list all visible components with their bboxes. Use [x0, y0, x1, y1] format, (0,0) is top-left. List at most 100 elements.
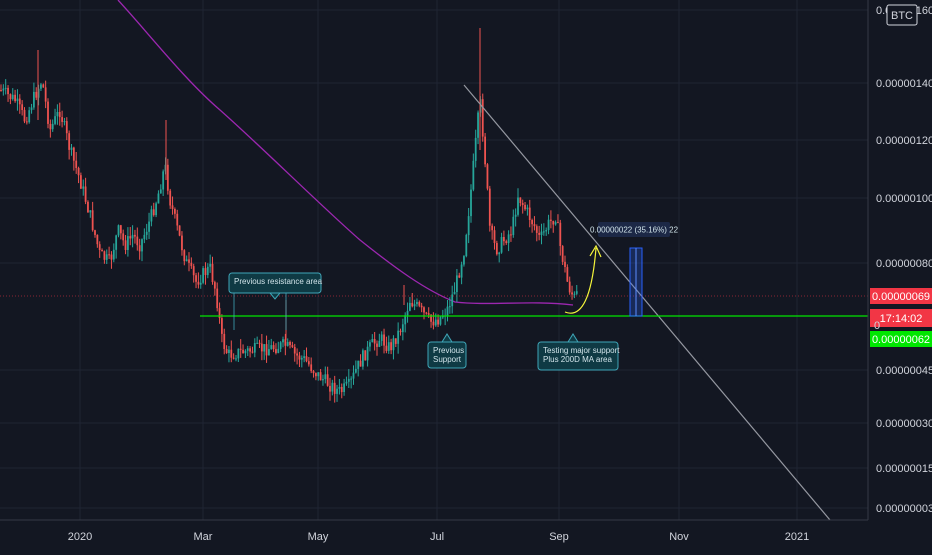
candle-body — [199, 282, 202, 285]
candle-body — [30, 107, 33, 111]
candle-body — [141, 239, 143, 252]
candle-body — [336, 388, 338, 394]
x-tick-label: May — [308, 531, 329, 543]
candle-body — [188, 259, 190, 263]
current-price-badge[interactable]: 0.00000069 — [870, 288, 932, 304]
candle-body — [277, 348, 280, 354]
candle-body — [185, 259, 188, 262]
candle-body — [105, 254, 108, 260]
candle-body — [98, 244, 101, 250]
x-axis-panel[interactable] — [0, 520, 932, 550]
candle-body — [256, 342, 259, 344]
candle-body — [101, 250, 103, 252]
candle-body — [493, 230, 496, 243]
candle-body — [378, 340, 381, 347]
candle-body — [54, 116, 56, 124]
candle-body — [91, 210, 94, 231]
candle-body — [413, 304, 416, 307]
candle-body — [404, 315, 407, 325]
candle-body — [446, 306, 449, 316]
candle-body — [251, 351, 254, 353]
candle-body — [538, 232, 541, 235]
candle-body — [176, 213, 179, 226]
candle-body — [136, 236, 139, 246]
candle-body — [202, 268, 204, 283]
current-price-badge-box — [870, 288, 932, 304]
candle-body — [343, 383, 345, 392]
candle-body — [322, 379, 324, 381]
candle-body — [434, 319, 437, 326]
candle-body — [253, 343, 256, 353]
candle-body — [129, 236, 132, 239]
candle-body — [21, 104, 24, 110]
callout-text: Previous resistance area — [234, 277, 323, 286]
candle-body — [242, 349, 244, 354]
y-tick-label: 0.00000045 — [876, 365, 932, 377]
candle-body — [423, 307, 425, 313]
candle-body — [465, 235, 468, 257]
candle-body — [171, 205, 174, 209]
candle-body — [376, 343, 378, 347]
countdown-badge[interactable]: 17:14:02 — [870, 309, 932, 327]
callout-text: Plus 200D MA area — [543, 355, 612, 364]
candle-body — [385, 345, 388, 351]
candle-body — [514, 214, 517, 217]
candle-body — [183, 250, 186, 262]
candle-body — [552, 221, 555, 225]
candle-body — [18, 98, 21, 105]
symbol-badge[interactable]: BTC — [886, 4, 918, 26]
callout-previous-resistance[interactable]: Previous resistance area — [228, 272, 323, 300]
candle-body — [315, 373, 317, 377]
candle-body — [312, 371, 315, 374]
candle-body — [491, 225, 494, 231]
candle-body — [416, 302, 418, 305]
projection-curve — [564, 247, 597, 314]
candle-body — [448, 306, 451, 308]
candle-body — [305, 356, 308, 362]
candle-body — [148, 221, 150, 232]
y-axis-panel[interactable] — [868, 0, 932, 520]
candle-body — [366, 346, 369, 361]
candle-body — [399, 330, 402, 333]
candle-body — [550, 219, 552, 221]
candle-body — [181, 235, 183, 251]
candle-body — [481, 99, 484, 137]
candle-body — [279, 342, 282, 349]
candle-body — [333, 382, 336, 394]
candle-body — [157, 193, 160, 204]
candle-body — [500, 237, 503, 253]
support-price-badge[interactable]: 0.00000062 — [870, 331, 932, 347]
callout-text: Testing major support — [543, 346, 620, 355]
candle-body — [169, 190, 172, 206]
candle-body — [246, 348, 249, 351]
candle-body — [65, 121, 68, 134]
candle-body — [103, 251, 106, 260]
candle-body — [221, 318, 223, 334]
candle-body — [96, 234, 99, 245]
candle-body — [472, 160, 475, 190]
candle-body — [371, 339, 374, 343]
candle-body — [467, 216, 470, 236]
candle-body — [510, 234, 512, 236]
candle-body — [531, 220, 533, 225]
candle-body — [40, 84, 42, 89]
candle-body — [498, 252, 501, 255]
candle-body — [162, 171, 165, 190]
candle-body — [11, 94, 14, 100]
candle-body — [58, 112, 61, 118]
candle-body — [289, 342, 291, 346]
candle-body — [573, 293, 576, 295]
candle-body — [127, 236, 129, 250]
x-tick-label: 2020 — [68, 531, 92, 543]
candle-body — [110, 254, 113, 260]
candle-body — [9, 94, 12, 100]
y-tick-label: 0.00000003 — [876, 503, 932, 515]
candle-body — [134, 234, 136, 237]
candle-body — [512, 216, 515, 235]
candle-body — [331, 382, 334, 392]
